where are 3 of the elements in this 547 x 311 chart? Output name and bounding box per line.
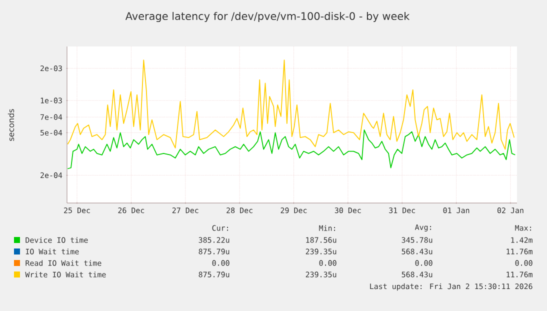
chart-title: Average latency for /dev/pve/vm-100-disk-0 - by week bbox=[125, 12, 410, 22]
line-series bbox=[67, 130, 516, 170]
line-series bbox=[67, 60, 515, 150]
